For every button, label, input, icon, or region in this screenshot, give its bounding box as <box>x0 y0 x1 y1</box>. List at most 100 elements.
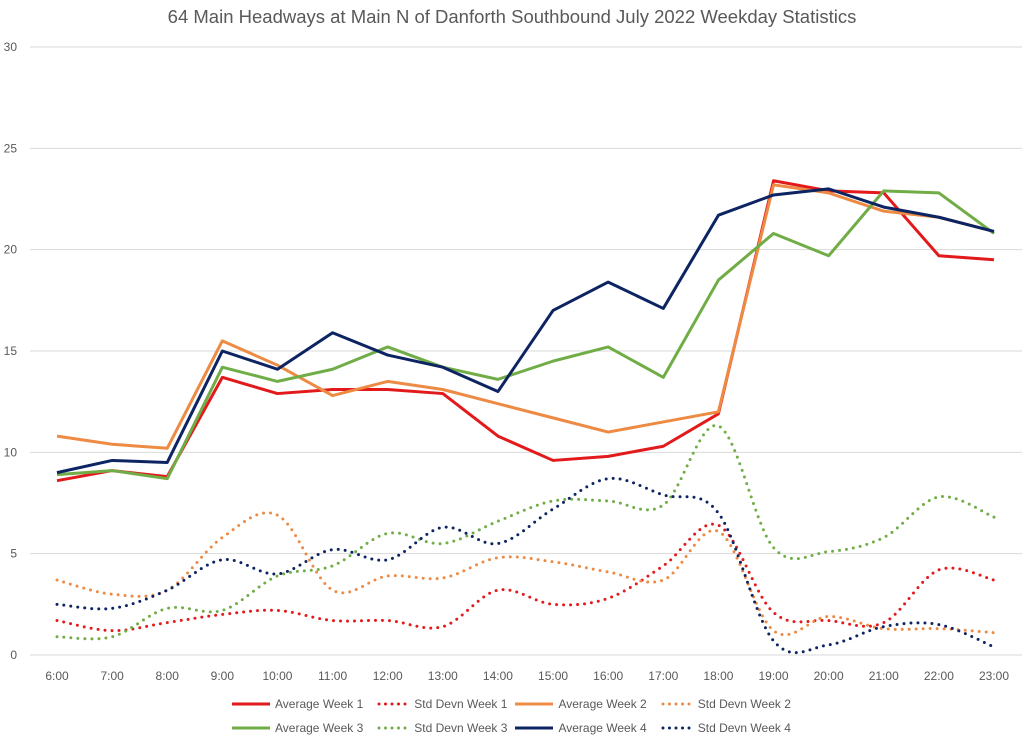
x-tick-label: 7:00 <box>100 669 124 683</box>
data-point <box>497 436 498 437</box>
legend-item: Average Week 3 <box>230 721 363 735</box>
solid-line-swatch-icon <box>232 726 270 730</box>
data-point <box>222 610 223 611</box>
data-point <box>222 537 223 538</box>
x-tick-label: 17:00 <box>648 669 678 683</box>
data-point <box>938 569 939 570</box>
x-tick-label: 12:00 <box>373 669 403 683</box>
data-point <box>608 432 609 433</box>
data-point <box>663 565 664 566</box>
x-tick-label: 23:00 <box>979 669 1009 683</box>
data-point <box>663 377 664 378</box>
data-point <box>773 233 774 234</box>
x-tick-label: 10:00 <box>262 669 292 683</box>
data-point <box>442 626 443 627</box>
legend-label: Average Week 2 <box>558 697 647 711</box>
data-point <box>553 417 554 418</box>
data-point <box>718 413 719 414</box>
legend-row: Average Week 1 Std Devn Week 1 Average Wee… <box>230 692 810 716</box>
y-tick-label: 30 <box>4 40 18 54</box>
x-axis-ticks: 6:00 7:00 8:00 9:00 10:00 11:00 12:00 13:00 14:0… <box>45 669 1009 683</box>
legend-label: Average Week 4 <box>558 721 647 735</box>
data-point <box>112 470 113 471</box>
data-point <box>718 513 719 514</box>
data-point <box>442 389 443 390</box>
legend-label: Average Week 1 <box>275 697 364 711</box>
solid-line-swatch-icon <box>515 726 554 730</box>
data-point <box>994 580 995 581</box>
data-point <box>167 462 168 463</box>
data-point <box>663 421 664 422</box>
data-point <box>112 608 113 609</box>
series-std-devn-week-2 <box>55 511 996 637</box>
data-point <box>112 594 113 595</box>
dotted-line-swatch-icon <box>377 726 411 730</box>
data-point <box>57 620 58 621</box>
data-point <box>608 598 609 599</box>
data-point <box>167 478 168 479</box>
data-point <box>553 604 554 605</box>
data-point <box>387 355 388 356</box>
data-point <box>718 525 719 526</box>
data-point <box>497 543 498 544</box>
series-average-week-3 <box>56 189 995 481</box>
data-point <box>718 425 719 426</box>
data-point <box>773 630 774 631</box>
series-average-week-4 <box>56 187 995 475</box>
legend-item: Average Week 1 <box>230 697 363 711</box>
legend: Average Week 1 Std Devn Week 1 Average Wee… <box>230 692 810 740</box>
legend-row: Average Week 3 Std Devn Week 3 Average Wee… <box>230 716 810 740</box>
solid-line-swatch-icon <box>515 702 554 706</box>
data-point <box>608 500 609 501</box>
data-point <box>883 190 884 191</box>
series-std-devn-week-3 <box>55 424 996 641</box>
data-point <box>718 215 719 216</box>
data-point <box>167 608 168 609</box>
y-tick-label: 0 <box>10 648 17 662</box>
legend-item: Average Week 2 <box>513 697 647 711</box>
x-tick-label: 6:00 <box>45 669 69 683</box>
data-point <box>222 377 223 378</box>
data-point <box>608 456 609 457</box>
data-point <box>112 460 113 461</box>
data-point <box>828 551 829 552</box>
data-point <box>57 436 58 437</box>
series-line-average-week-3 <box>56 189 995 481</box>
data-point <box>57 636 58 637</box>
data-point <box>277 573 278 574</box>
dotted-line-swatch-icon <box>661 726 695 730</box>
data-point <box>277 393 278 394</box>
x-tick-label: 22:00 <box>924 669 954 683</box>
data-point <box>608 346 609 347</box>
data-point <box>994 632 995 633</box>
y-tick-label: 5 <box>10 547 17 561</box>
series-lines <box>55 179 996 655</box>
data-point <box>553 561 554 562</box>
data-point <box>828 616 829 617</box>
data-point <box>442 527 443 528</box>
data-point <box>277 365 278 366</box>
data-point <box>387 620 388 621</box>
data-point <box>773 547 774 548</box>
data-point <box>718 531 719 532</box>
data-point <box>773 640 774 641</box>
line-chart: 0 5 10 15 20 25 30 6:00 7:00 8:00 9:00 10:00 11:00 1… <box>4 40 1022 683</box>
data-point <box>938 192 939 193</box>
data-point <box>497 379 498 380</box>
data-point <box>994 517 995 518</box>
data-point <box>828 192 829 193</box>
data-point <box>608 571 609 572</box>
x-tick-label: 19:00 <box>759 669 789 683</box>
series-line-average-week-4 <box>56 187 995 475</box>
data-point <box>387 575 388 576</box>
data-point <box>883 626 884 627</box>
dotted-line-swatch-icon <box>661 702 695 706</box>
data-point <box>57 604 58 605</box>
series-line-std-devn-week-1 <box>55 522 996 633</box>
data-point <box>663 505 664 506</box>
data-point <box>994 233 995 234</box>
data-point <box>222 614 223 615</box>
data-point <box>277 381 278 382</box>
data-point <box>57 472 58 473</box>
data-point <box>994 231 995 232</box>
